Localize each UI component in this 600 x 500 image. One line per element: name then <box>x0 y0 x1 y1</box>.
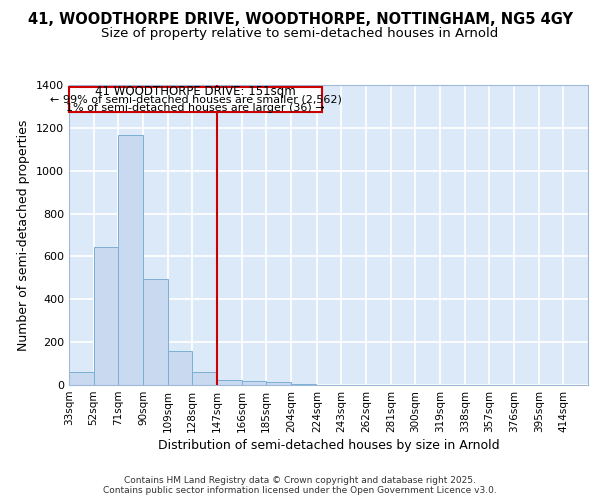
Bar <box>94 247 118 385</box>
FancyBboxPatch shape <box>69 87 322 112</box>
Text: 1% of semi-detached houses are larger (36) →: 1% of semi-detached houses are larger (3… <box>66 102 325 113</box>
X-axis label: Distribution of semi-detached houses by size in Arnold: Distribution of semi-detached houses by … <box>158 439 499 452</box>
Text: 41, WOODTHORPE DRIVE, WOODTHORPE, NOTTINGHAM, NG5 4GY: 41, WOODTHORPE DRIVE, WOODTHORPE, NOTTIN… <box>28 12 572 28</box>
Text: Size of property relative to semi-detached houses in Arnold: Size of property relative to semi-detach… <box>101 28 499 40</box>
Text: Contains HM Land Registry data © Crown copyright and database right 2025.
Contai: Contains HM Land Registry data © Crown c… <box>103 476 497 495</box>
Y-axis label: Number of semi-detached properties: Number of semi-detached properties <box>17 120 31 350</box>
Bar <box>167 350 192 385</box>
Bar <box>143 279 167 385</box>
Bar <box>217 380 242 385</box>
Bar <box>192 372 217 385</box>
Text: 41 WOODTHORPE DRIVE: 151sqm: 41 WOODTHORPE DRIVE: 151sqm <box>95 85 296 98</box>
Bar <box>266 382 291 385</box>
Bar <box>291 384 316 385</box>
Bar <box>242 380 266 385</box>
Bar <box>118 136 143 385</box>
Text: ← 99% of semi-detached houses are smaller (2,562): ← 99% of semi-detached houses are smalle… <box>50 94 341 104</box>
Bar <box>69 372 94 385</box>
